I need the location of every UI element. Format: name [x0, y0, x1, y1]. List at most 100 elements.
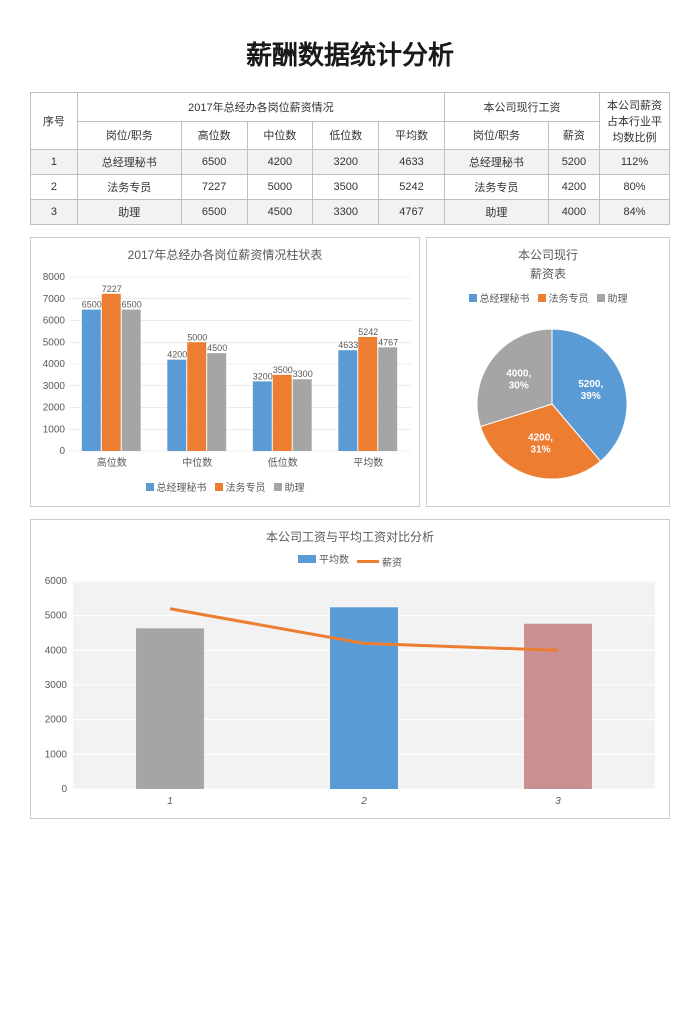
- th-seq: 序号: [31, 93, 78, 150]
- legend-item: 法务专员: [538, 290, 589, 305]
- th-sub: 平均数: [379, 121, 445, 150]
- combo-chart-title: 本公司工资与平均工资对比分析: [31, 520, 669, 547]
- svg-text:4633: 4633: [338, 340, 358, 350]
- svg-text:7000: 7000: [43, 294, 66, 305]
- svg-text:3500: 3500: [273, 365, 293, 375]
- table-cell: 84%: [600, 200, 670, 225]
- table-cell: 112%: [600, 150, 670, 175]
- th-sub: 薪资: [548, 121, 599, 150]
- table-cell: 5242: [379, 175, 445, 200]
- table-cell: 2: [31, 175, 78, 200]
- th-group1: 2017年总经办各岗位薪资情况: [77, 93, 444, 122]
- table-cell: 4000: [548, 200, 599, 225]
- table-cell: 1: [31, 150, 78, 175]
- table-cell: 助理: [77, 200, 181, 225]
- svg-text:4000: 4000: [43, 359, 66, 370]
- svg-text:5200,: 5200,: [578, 379, 603, 390]
- svg-text:0: 0: [61, 784, 67, 795]
- svg-text:1000: 1000: [43, 424, 66, 435]
- th-sub: 岗位/职务: [77, 121, 181, 150]
- table-cell: 6500: [181, 200, 247, 225]
- svg-text:0: 0: [59, 446, 65, 457]
- svg-text:4767: 4767: [378, 337, 398, 347]
- svg-text:4000,: 4000,: [506, 369, 531, 380]
- table-row: 3助理6500450033004767助理400084%: [31, 200, 670, 225]
- svg-text:5000: 5000: [187, 332, 207, 342]
- pie-chart: 本公司现行 薪资表 总经理秘书法务专员助理 5200,39% 4200,31% 40…: [426, 237, 670, 507]
- combo-chart-legend: 平均数薪资: [31, 547, 669, 573]
- combo-chart: 本公司工资与平均工资对比分析 平均数薪资 0 1000 2000 3000 4000 50…: [30, 519, 670, 819]
- svg-text:高位数: 高位数: [97, 456, 127, 469]
- table-cell: 3: [31, 200, 78, 225]
- svg-text:2000: 2000: [43, 403, 66, 414]
- svg-text:5000: 5000: [45, 610, 68, 621]
- svg-text:6000: 6000: [45, 576, 68, 587]
- bar-chart-title: 2017年总经办各岗位薪资情况柱状表: [31, 238, 419, 265]
- svg-text:30%: 30%: [509, 381, 529, 392]
- table-row: 1总经理秘书6500420032004633总经理秘书5200112%: [31, 150, 670, 175]
- legend-item: 助理: [597, 290, 628, 305]
- svg-text:2: 2: [360, 796, 367, 807]
- table-cell: 总经理秘书: [77, 150, 181, 175]
- th-sub: 高位数: [181, 121, 247, 150]
- svg-text:4200: 4200: [167, 350, 187, 360]
- svg-text:4000: 4000: [45, 645, 68, 656]
- table-row: 2法务专员7227500035005242法务专员420080%: [31, 175, 670, 200]
- th-sub: 岗位/职务: [444, 121, 548, 150]
- pie-chart-subtitle: 薪资表: [427, 265, 669, 286]
- svg-text:31%: 31%: [531, 445, 551, 456]
- svg-text:6000: 6000: [43, 316, 66, 327]
- svg-text:3000: 3000: [43, 381, 66, 392]
- svg-text:1000: 1000: [45, 749, 68, 760]
- table-cell: 5200: [548, 150, 599, 175]
- svg-text:5242: 5242: [358, 327, 378, 337]
- svg-text:4500: 4500: [207, 343, 227, 353]
- svg-text:平均数: 平均数: [353, 456, 383, 469]
- pie-chart-legend: 总经理秘书法务专员助理: [427, 286, 669, 309]
- svg-text:低位数: 低位数: [268, 456, 298, 469]
- legend-item: 助理: [274, 479, 305, 494]
- svg-text:3200: 3200: [253, 371, 273, 381]
- table-cell: 80%: [600, 175, 670, 200]
- svg-text:39%: 39%: [581, 391, 601, 402]
- svg-text:6500: 6500: [82, 300, 102, 310]
- table-cell: 5000: [247, 175, 313, 200]
- svg-text:5000: 5000: [43, 337, 66, 348]
- table-cell: 4633: [379, 150, 445, 175]
- table-cell: 3500: [313, 175, 379, 200]
- table-cell: 4500: [247, 200, 313, 225]
- table-cell: 4767: [379, 200, 445, 225]
- table-cell: 3300: [313, 200, 379, 225]
- salary-table: 序号 2017年总经办各岗位薪资情况 本公司现行工资 本公司薪资占本行业平均数比…: [30, 92, 670, 225]
- legend-item: 薪资: [357, 554, 402, 569]
- svg-text:3: 3: [555, 796, 561, 807]
- table-cell: 法务专员: [77, 175, 181, 200]
- legend-item: 平均数: [298, 551, 349, 566]
- legend-item: 法务专员: [215, 479, 266, 494]
- pie-chart-title: 本公司现行: [427, 238, 669, 265]
- table-cell: 7227: [181, 175, 247, 200]
- svg-text:4200,: 4200,: [528, 433, 553, 444]
- table-cell: 4200: [247, 150, 313, 175]
- svg-text:2000: 2000: [45, 714, 68, 725]
- table-cell: 6500: [181, 150, 247, 175]
- table-cell: 总经理秘书: [444, 150, 548, 175]
- th-sub: 低位数: [313, 121, 379, 150]
- th-sub: 中位数: [247, 121, 313, 150]
- table-cell: 3200: [313, 150, 379, 175]
- legend-item: 总经理秘书: [146, 479, 207, 494]
- th-ratio: 本公司薪资占本行业平均数比例: [600, 93, 670, 150]
- svg-text:6500: 6500: [122, 300, 142, 310]
- page-title: 薪酬数据统计分析: [30, 35, 670, 72]
- table-cell: 4200: [548, 175, 599, 200]
- th-group2: 本公司现行工资: [444, 93, 599, 122]
- table-cell: 法务专员: [444, 175, 548, 200]
- svg-text:3300: 3300: [293, 369, 313, 379]
- svg-text:1: 1: [167, 796, 173, 807]
- svg-text:7227: 7227: [102, 284, 122, 294]
- svg-text:3000: 3000: [45, 680, 68, 691]
- legend-item: 总经理秘书: [469, 290, 530, 305]
- svg-text:8000: 8000: [43, 272, 66, 283]
- svg-text:中位数: 中位数: [182, 456, 212, 469]
- bar-chart: 2017年总经办各岗位薪资情况柱状表 0 1000 2000 3000 4000 5000…: [30, 237, 420, 507]
